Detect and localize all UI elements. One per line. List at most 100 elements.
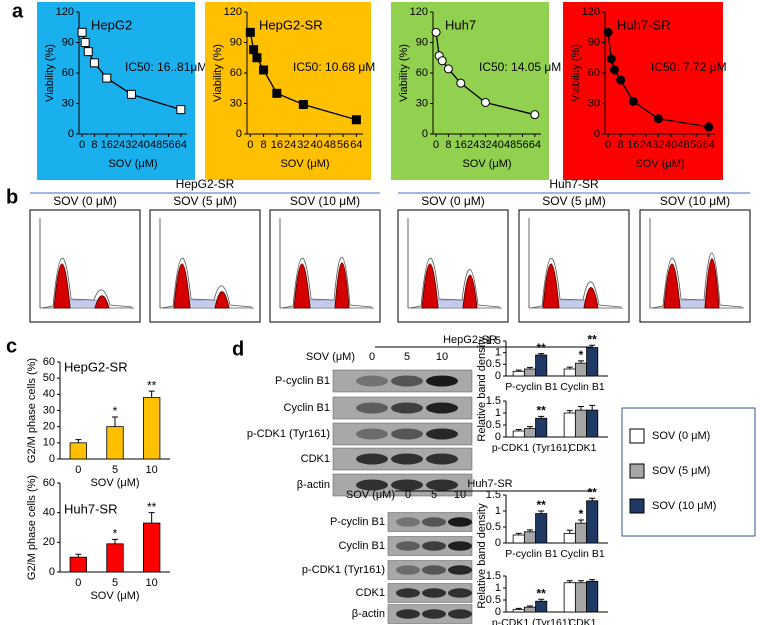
marker [704,122,714,132]
significance: * [579,348,584,362]
bar [586,409,599,438]
marker [126,89,136,99]
blot-row-label: Cyclin B1 [284,402,330,414]
x-tick-label: 40 [310,139,322,151]
marker [249,45,259,55]
flow-g1-peak [293,263,311,309]
x-tick-label: 48 [324,139,336,151]
blot-row-label: p-CDK1 (Tyr161) [302,564,385,576]
blot-band [356,428,388,440]
flow-outline [281,256,373,309]
blot-row-label: β-actin [352,608,385,620]
marker [259,65,269,75]
error-bar [589,579,596,582]
bar [586,580,599,613]
flow-outline [161,257,253,309]
chart-title: HepG2-SR [259,17,323,32]
x-axis-label: SOV (μM) [635,158,684,170]
x-tick-label: Cyclin B1 [560,381,605,393]
panel-label: a [12,0,24,22]
blot-row-label: P-cyclin B1 [275,375,330,387]
y-tick-label: 0 [495,537,501,549]
x-tick-label: 24 [640,139,652,151]
blot-band [448,609,472,619]
error-bar [566,410,573,413]
marker [102,73,112,83]
marker [480,97,490,107]
x-tick-label: 8 [618,139,624,151]
error-bar [515,607,522,610]
blot-band [396,517,420,527]
flow-g2-peak [704,258,720,309]
error-bar [589,497,596,501]
blot-band [391,402,423,414]
y-tick-label: 1.5 [486,335,501,347]
blot-row-label: p-CDK1 (Tyr161) [247,428,330,440]
marker [456,78,466,88]
x-tick-label: 56 [162,139,174,151]
y-axis-label: Viability (%) [570,44,582,102]
bar [69,442,87,460]
bar [512,430,525,438]
y-tick-label: 20 [43,421,55,433]
y-tick-label: 0 [422,128,428,140]
bar [106,543,124,573]
significance: ** [537,586,547,600]
marker [530,110,540,120]
y-tick-label: 0 [236,128,242,140]
y-tick-label: 1.5 [486,395,501,407]
blot-band [391,375,423,387]
x-axis-label: SOV (μM) [90,590,139,602]
error-bar [148,390,155,398]
x-tick-label: 0 [433,139,439,151]
flow-g1-peak [173,263,191,309]
bar [106,426,124,460]
y-tick-label: 0 [495,606,501,618]
annotation: IC50: 10.68 μM [293,60,375,74]
flow-title: SOV (5 μM) [542,194,606,208]
y-tick-label: 20 [43,536,55,548]
bar [523,428,536,438]
marker [431,27,441,37]
bar [512,370,525,377]
y-tick-label: 50 [43,372,55,384]
marker [245,27,255,37]
x-tick-label: 40 [492,139,504,151]
y-tick-label: 40 [43,507,55,519]
blot-band [426,428,458,440]
error-bar [566,529,573,534]
bar [523,606,536,613]
flow-g1-peak [663,263,681,309]
flow-outline [530,257,622,309]
y-tick-label: 120 [224,6,242,18]
blot-row-label: β-actin [297,479,330,491]
error-bar [515,369,522,372]
y-tick-label: 0.5 [486,358,501,370]
legend-label: SOV (10 μM) [652,500,716,512]
flow-g2-peak [583,287,599,309]
y-tick-label: 40 [43,388,55,400]
legend-label: SOV (5 μM) [652,465,710,477]
annotation: IC50: 7.72 μM [651,60,727,74]
significance: ** [537,341,547,355]
x-axis-label: SOV (μM) [462,158,511,170]
error-bar [526,529,533,532]
bar [69,556,87,573]
flow-outline [409,257,501,309]
blot-band [396,609,420,619]
x-tick-label: 10 [146,577,158,589]
flow-g2-peak [462,274,478,309]
bar [535,513,548,544]
flow-outline [651,252,743,309]
x-tick-label: 32 [652,139,664,151]
significance: ** [537,404,547,418]
y-tick-label: 120 [56,6,74,18]
blot-band [426,375,458,387]
bar [586,347,599,377]
blot-band [426,402,458,414]
blot-band [448,517,472,527]
flow-title: SOV (0 μM) [421,194,485,208]
blot-row-label: CDK1 [356,587,385,599]
error-bar [538,353,545,355]
significance: ** [147,500,157,514]
